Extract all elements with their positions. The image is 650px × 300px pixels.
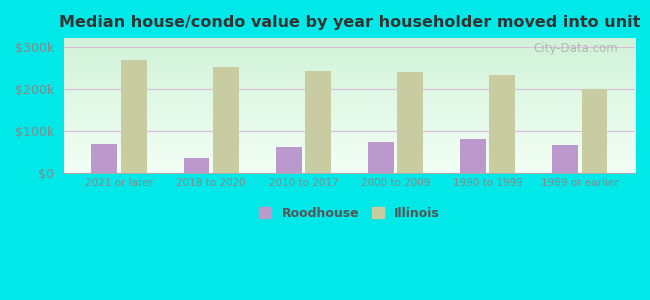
Bar — [306, 71, 331, 173]
Bar — [213, 67, 239, 173]
Bar — [183, 158, 209, 173]
Legend: Roodhouse, Illinois: Roodhouse, Illinois — [255, 203, 443, 224]
Bar — [460, 140, 486, 173]
Bar — [552, 145, 578, 173]
Bar — [368, 142, 394, 173]
Title: Median house/condo value by year householder moved into unit: Median house/condo value by year househo… — [58, 15, 640, 30]
Bar — [489, 75, 515, 173]
Bar — [92, 144, 117, 173]
Text: City-Data.com: City-Data.com — [533, 42, 618, 55]
Bar — [582, 89, 607, 173]
Bar — [276, 147, 302, 173]
Bar — [397, 72, 423, 173]
Bar — [121, 60, 147, 173]
